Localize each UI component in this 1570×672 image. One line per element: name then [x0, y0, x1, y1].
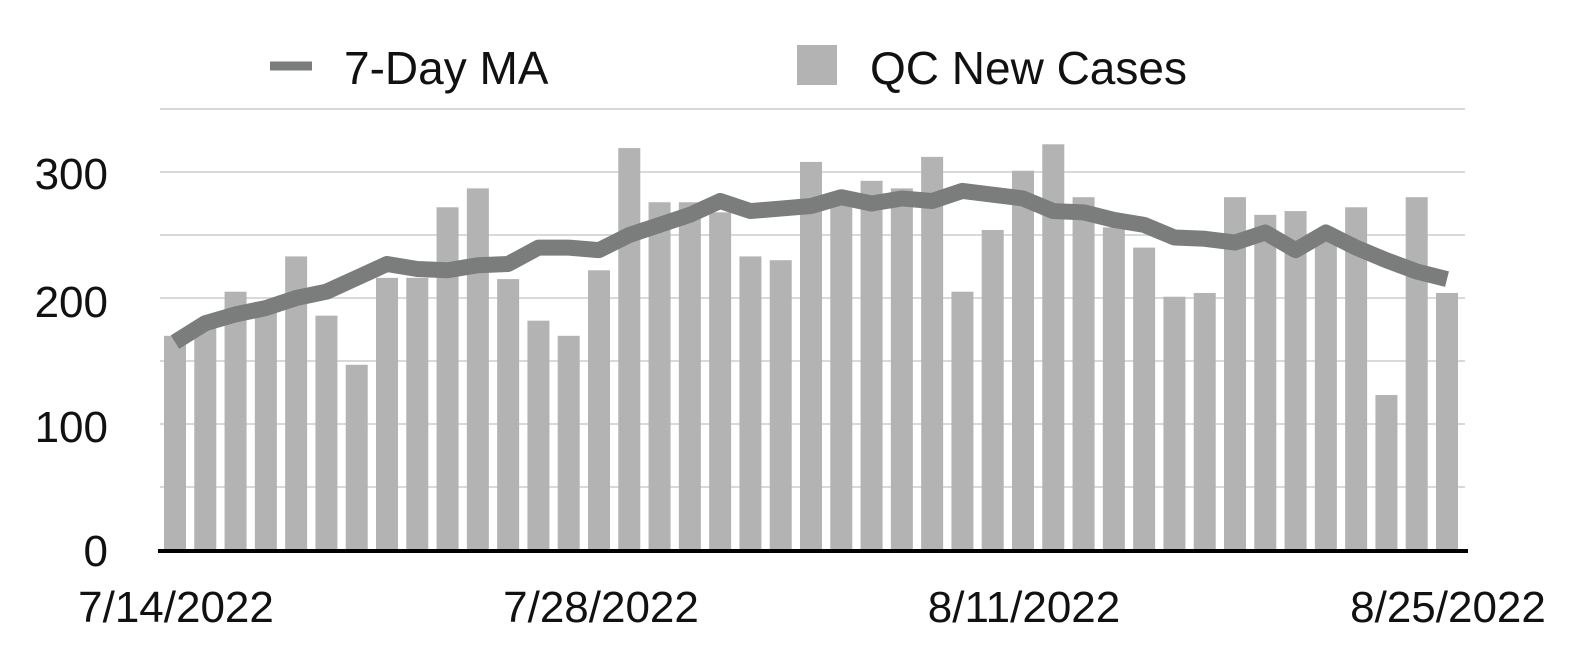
- bar: [164, 335, 186, 550]
- bar: [345, 364, 368, 550]
- bar: [1284, 211, 1307, 550]
- bar: [1405, 197, 1428, 550]
- y-tick-label: 100: [35, 403, 108, 452]
- bar: [254, 301, 277, 550]
- bar: [1102, 227, 1125, 550]
- bar: [890, 188, 913, 550]
- bar: [1193, 292, 1216, 550]
- bar: [1345, 207, 1368, 550]
- legend-label-ma: 7-Day MA: [344, 42, 549, 94]
- bar: [497, 279, 520, 550]
- bar: [1224, 197, 1246, 550]
- legend-bar-swatch: [797, 45, 837, 85]
- bar: [224, 291, 247, 550]
- bar: [921, 156, 944, 550]
- y-tick-label: 0: [84, 527, 108, 576]
- bar: [1254, 214, 1277, 550]
- ma-line: [170, 182, 1449, 349]
- bar: [648, 202, 671, 551]
- bar: [830, 203, 853, 550]
- legend-label-cases: QC New Cases: [870, 42, 1187, 94]
- x-tick-label: 7/28/2022: [503, 583, 699, 632]
- bar: [709, 212, 732, 550]
- bar: [315, 315, 338, 550]
- y-tick-label: 200: [35, 278, 108, 327]
- y-axis-ticks: 0 100 200 300: [35, 150, 108, 576]
- bar: [1163, 296, 1186, 550]
- legend: 7-Day MA QC New Cases: [270, 42, 1187, 94]
- bar: [285, 256, 308, 550]
- bar: [981, 229, 1004, 550]
- bar: [406, 277, 429, 550]
- line-series: [170, 182, 1449, 349]
- bar: [1012, 170, 1034, 551]
- x-tick-label: 8/25/2022: [1350, 583, 1546, 632]
- bar: [1436, 292, 1458, 550]
- bar: [769, 260, 792, 550]
- bar: [436, 207, 459, 550]
- bar: [739, 256, 762, 550]
- bar: [588, 270, 610, 550]
- bar: [678, 202, 701, 551]
- bar: [951, 291, 974, 550]
- bar: [1314, 237, 1337, 550]
- bar: [618, 148, 641, 550]
- bar: [1072, 197, 1095, 550]
- x-axis-ticks: 7/14/2022 7/28/2022 8/11/2022 8/25/2022: [78, 583, 1546, 632]
- bar: [1042, 144, 1065, 550]
- bar: [860, 180, 883, 550]
- bar: [376, 277, 398, 550]
- bar: [1133, 247, 1156, 550]
- bar-series: [164, 144, 1458, 551]
- x-tick-label: 7/14/2022: [78, 583, 274, 632]
- bar: [194, 320, 217, 550]
- bar: [557, 335, 580, 550]
- bar: [466, 188, 489, 550]
- bar: [1375, 395, 1398, 550]
- x-tick-label: 8/11/2022: [928, 583, 1120, 632]
- bar: [527, 320, 550, 550]
- bar: [800, 161, 822, 551]
- y-tick-label: 300: [35, 150, 108, 199]
